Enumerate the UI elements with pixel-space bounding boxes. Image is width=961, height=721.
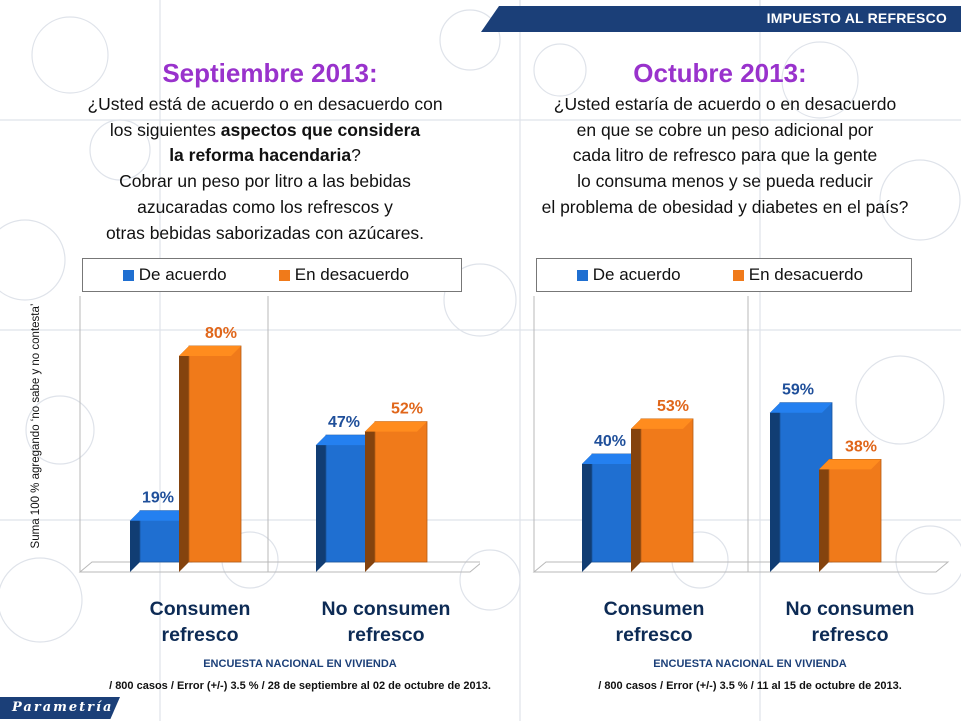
data-label: 59%: [782, 382, 814, 399]
right-question-line: en que se cobre un peso adicional por: [576, 119, 874, 140]
bar-top-disagree: [631, 418, 693, 429]
data-label: 47%: [328, 414, 360, 431]
header-bar: [481, 6, 961, 32]
right-question-line: el problema de obesidad y diabetes en el…: [541, 196, 909, 217]
right-question-line: lo consuma menos y se pueda reducir: [577, 171, 873, 192]
left-question: ¿Usted está de acuerdo o en desacuerdo c…: [50, 92, 480, 246]
bar-side-agree: [770, 402, 780, 572]
legend-swatch-agree: [577, 270, 588, 282]
bar-top-agree: [130, 510, 192, 521]
bar-disagree: [188, 345, 242, 563]
right-panel-title: Octubre 2013:: [633, 58, 807, 88]
left-question-line: azucaradas como los refrescos y: [137, 196, 393, 217]
legend-item-agree: De acuerdo: [577, 265, 681, 285]
bar-top-agree: [316, 435, 378, 446]
bar-side-agree: [316, 435, 326, 572]
left-category-2: No consumen refresco: [321, 598, 451, 646]
bar-top-disagree: [179, 346, 241, 356]
left-question-line: Cobrar un peso por litro a las bebidas: [119, 171, 411, 192]
left-category-1: Consumen refresco: [149, 598, 251, 646]
bar-side-agree: [582, 454, 592, 572]
chart-frame: [78, 296, 480, 573]
legend-swatch-agree: [123, 270, 134, 282]
bar-side-agree: [130, 510, 140, 572]
left-question-line: los siguientes aspectos que considera: [109, 119, 421, 140]
left-legend: De acuerdo En desacuerdo: [82, 258, 462, 292]
bar-top-disagree: [365, 421, 427, 432]
left-bar-chart: 19% 80% 47% 52%: [78, 296, 480, 573]
bar-top-agree: [582, 454, 644, 464]
legend-swatch-disagree: [279, 270, 290, 282]
right-footer-details: / 800 casos / Error (+/-) 3.5 % / 11 al …: [598, 680, 902, 692]
bar-side-disagree: [631, 418, 641, 572]
right-footer-survey: ENCUESTA NACIONAL EN VIVIENDA: [653, 658, 847, 670]
header-title: IMPUESTO AL REFRESCO: [766, 10, 947, 26]
legend-item-disagree: En desacuerdo: [733, 265, 863, 285]
left-footer-survey: ENCUESTA NACIONAL EN VIVIENDA: [203, 658, 397, 670]
legend-swatch-disagree: [733, 270, 744, 282]
data-label: 53%: [657, 398, 689, 415]
data-label: 52%: [391, 401, 423, 418]
data-label: 19%: [142, 490, 174, 507]
brand-bar: [0, 697, 120, 719]
bar-top-agree: [770, 402, 832, 413]
right-category-1: Consumen refresco: [603, 598, 705, 646]
bar-top-disagree: [819, 459, 881, 470]
right-category-2: No consumen refresco: [785, 598, 915, 646]
right-question-line: ¿Usted estaría de acuerdo o en desacuerd…: [553, 94, 897, 114]
bar-side-disagree: [179, 346, 189, 572]
left-question-line: otras bebidas saborizadas con azúcares.: [105, 222, 425, 243]
right-legend: De acuerdo En desacuerdo: [536, 258, 912, 292]
left-question-line: la reforma hacendaria?: [169, 145, 361, 166]
bar-side-disagree: [365, 421, 375, 572]
chart-frame: [532, 296, 950, 573]
side-note: Suma 100 % agregando ‘no sabe y no conte…: [30, 303, 42, 549]
brand-logo: Parametría: [12, 700, 114, 715]
right-question-line: cada litro de refresco para que la gente: [572, 145, 878, 166]
legend-label-disagree: En desacuerdo: [294, 265, 410, 284]
legend-item-disagree: En desacuerdo: [279, 265, 409, 285]
right-bar-chart: 40% 53% 59% 38%: [532, 296, 950, 573]
data-label: 80%: [205, 325, 237, 342]
left-question-line: ¿Usted está de acuerdo o en desacuerdo c…: [87, 94, 443, 114]
legend-label-disagree: En desacuerdo: [748, 265, 864, 284]
legend-label-agree: De acuerdo: [592, 265, 681, 284]
data-label: 40%: [594, 433, 626, 450]
right-question: ¿Usted estaría de acuerdo o en desacuerd…: [500, 92, 950, 221]
data-label: 38%: [845, 438, 877, 455]
bar-disagree: [640, 418, 694, 563]
legend-item-agree: De acuerdo: [123, 265, 227, 285]
left-footer-details: / 800 casos / Error (+/-) 3.5 % / 28 de …: [109, 680, 491, 692]
bar-disagree: [828, 458, 882, 563]
legend-label-agree: De acuerdo: [138, 265, 227, 284]
bar-disagree: [374, 421, 428, 563]
left-panel-title: Septiembre 2013:: [162, 58, 378, 88]
bar-side-disagree: [819, 459, 829, 572]
